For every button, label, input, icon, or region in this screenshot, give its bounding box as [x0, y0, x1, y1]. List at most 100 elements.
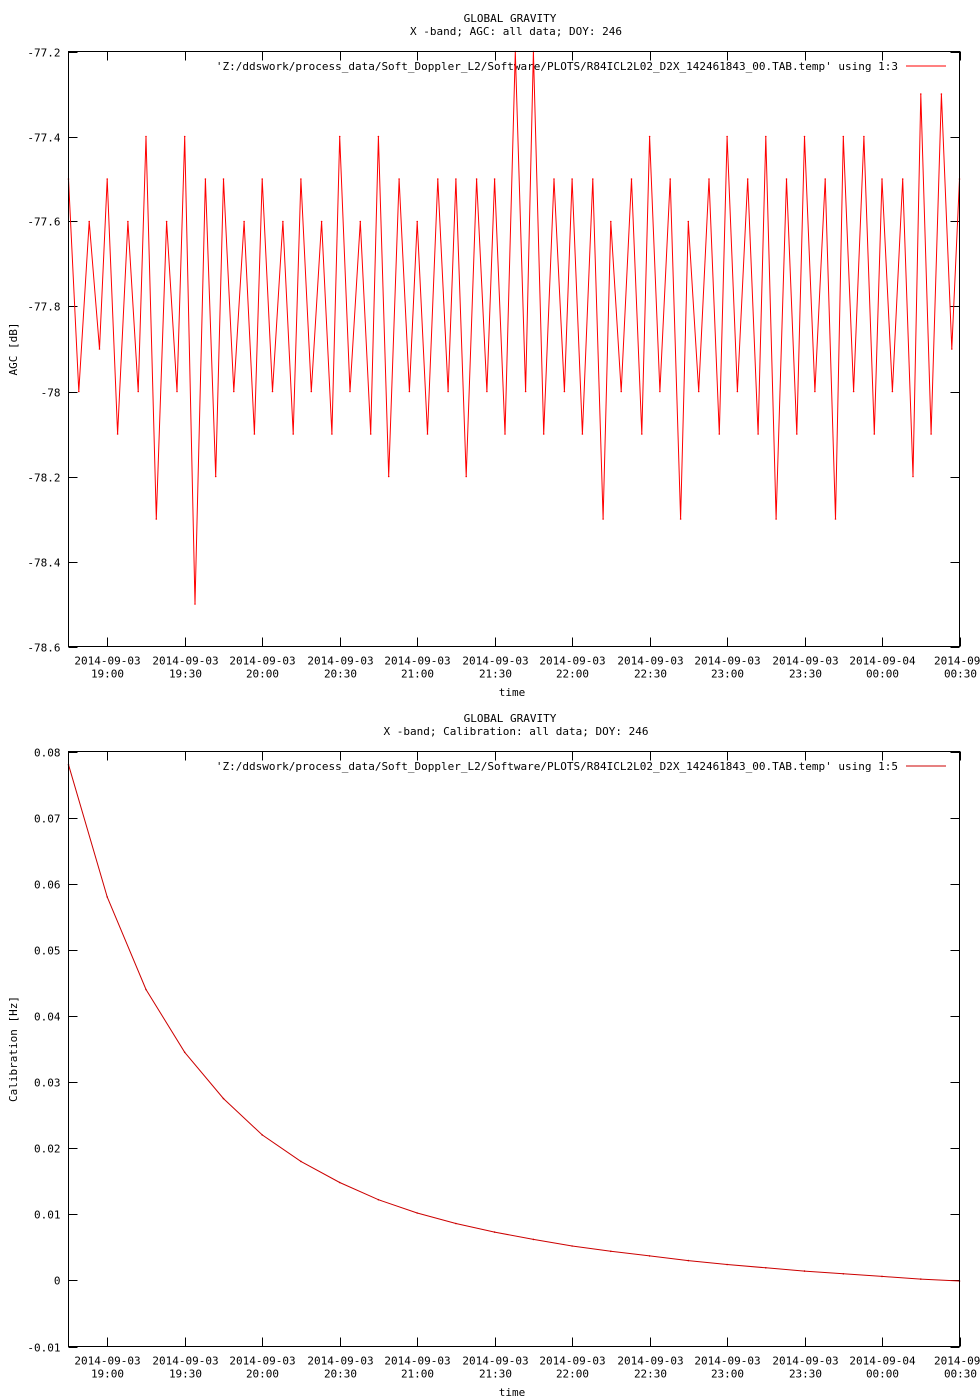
agc-data-point — [455, 178, 457, 180]
calibration-data-point — [493, 1231, 496, 1233]
agc-data-point — [310, 390, 313, 393]
agc-xtick-time-label: 22:00 — [556, 668, 589, 681]
agc-ytick-label: -78.4 — [27, 557, 60, 570]
calibration-data-point — [920, 1278, 922, 1280]
agc-data-point — [824, 178, 826, 180]
calibration-data-point — [648, 1255, 651, 1257]
agc-data-point — [679, 518, 682, 520]
agc-data-point — [765, 135, 767, 138]
agc-data-point — [687, 220, 690, 223]
calibration-xtick-date-label: 2014-09-03 — [152, 1355, 218, 1368]
agc-data-point — [398, 178, 400, 180]
agc-data-point — [88, 220, 90, 223]
calibration-xtick-time-label: 21:00 — [401, 1368, 434, 1381]
agc-data-point — [98, 348, 101, 350]
agc-data-point — [842, 135, 845, 138]
agc-data-point — [920, 93, 922, 95]
calibration-chart-subtitle: X -band; Calibration: all data; DOY: 246 — [384, 725, 649, 738]
agc-data-point — [137, 390, 139, 393]
calibration-xtick-date-label: 2014-09-03 — [384, 1355, 450, 1368]
agc-ytick-label: -77.6 — [27, 216, 60, 229]
calibration-ytick-label: 0.01 — [34, 1209, 61, 1222]
agc-data-point — [746, 178, 749, 180]
agc-xtick-time-label: 19:00 — [91, 668, 124, 681]
calibration-xtick-date-label: 2014-09-03 — [229, 1355, 295, 1368]
calibration-plot-frame — [68, 751, 960, 1347]
calibration-data-point — [416, 1212, 419, 1214]
agc-data-point — [253, 433, 256, 435]
agc-data-point — [757, 433, 759, 435]
agc-xtick-time-label: 21:30 — [479, 668, 512, 681]
agc-data-point — [183, 135, 186, 138]
agc-data-point — [493, 178, 496, 180]
calibration-ytick-label: 0.04 — [34, 1011, 61, 1024]
agc-data-point — [437, 178, 439, 180]
agc-data-point — [116, 433, 119, 435]
agc-data-point — [331, 433, 333, 435]
calibration-chart-title: GLOBAL GRAVITY — [464, 712, 557, 725]
agc-data-point — [377, 135, 380, 138]
agc-data-point — [592, 178, 594, 180]
agc-xtick-date-label: 2014-09-03 — [462, 655, 528, 668]
agc-xtick-date-label: 2014-09-03 — [694, 655, 760, 668]
agc-data-point — [610, 220, 612, 223]
calibration-data-point — [145, 988, 147, 991]
agc-data-point — [542, 433, 545, 435]
agc-ytick-label: -77.8 — [27, 301, 60, 314]
calibration-xtick-date-label: 2014-09-03 — [617, 1355, 683, 1368]
agc-xtick-time-label: 23:00 — [711, 668, 744, 681]
agc-data-point — [261, 178, 264, 180]
agc-data-point — [106, 178, 108, 180]
agc-data-point — [659, 390, 661, 393]
calibration-data-point — [377, 1198, 380, 1201]
agc-data-point — [416, 220, 419, 223]
agc-chart-subtitle: X -band; AGC: all data; DOY: 246 — [410, 25, 622, 38]
calibration-data-point — [687, 1259, 690, 1262]
calibration-xtick-date-label: 2014-09-04 — [849, 1355, 916, 1368]
agc-data-point — [718, 433, 721, 435]
agc-data-point — [630, 178, 633, 180]
agc-axis-ticks: -77.2 -77.4 -77.6 -77.8 -78 -78.2 -78.4 -78.6 20… — [27, 47, 980, 681]
agc-xtick-date-label: 2014-09-03 — [384, 655, 450, 668]
agc-plot-frame — [68, 51, 960, 647]
agc-data-point — [697, 390, 700, 393]
agc-data-point — [165, 220, 168, 223]
agc-xtick-date-label: 2014-09- — [934, 655, 980, 668]
agc-data-point — [814, 390, 816, 393]
agc-data-point — [338, 135, 341, 138]
calibration-xtick-date-label: 2014-09-03 — [772, 1355, 838, 1368]
agc-data-point — [204, 178, 207, 180]
agc-data-point — [581, 433, 584, 435]
agc-ytick-label: -77.2 — [27, 47, 60, 60]
agc-data-point — [127, 220, 129, 223]
calibration-ytick-label: 0.08 — [34, 747, 61, 760]
agc-xtick-time-label: 21:00 — [401, 668, 434, 681]
calibration-data-point — [338, 1181, 341, 1184]
agc-data-point — [349, 390, 351, 393]
agc-y-axis-label: AGC [dB] — [7, 323, 20, 376]
agc-data-point — [155, 518, 158, 520]
calibration-xtick-time-label: 19:30 — [169, 1368, 202, 1381]
agc-data-point — [408, 390, 411, 393]
agc-data-point — [194, 603, 196, 605]
agc-data-point — [222, 178, 225, 180]
calibration-data-point — [881, 1275, 883, 1278]
agc-data-point — [233, 390, 235, 393]
calibration-series-group — [67, 763, 961, 1282]
agc-data-point — [465, 475, 468, 478]
agc-data-point — [214, 475, 217, 478]
agc-data-point — [891, 390, 894, 393]
calibration-data-point — [803, 1270, 806, 1272]
agc-series-line — [68, 51, 960, 605]
calibration-panel: GLOBAL GRAVITY X -band; Calibration: all… — [7, 712, 980, 1399]
agc-xtick-date-label: 2014-09-03 — [539, 655, 605, 668]
agc-data-point — [775, 518, 777, 520]
agc-data-point — [620, 390, 622, 393]
agc-data-point — [834, 518, 837, 520]
calibration-xtick-date-label: 2014-09-03 — [539, 1355, 605, 1368]
calibration-y-axis-label: Calibration [Hz] — [7, 996, 20, 1102]
calibration-xtick-time-label: 22:30 — [634, 1368, 667, 1381]
calibration-legend-label: 'Z:/ddswork/process_data/Soft_Doppler_L2… — [216, 760, 898, 773]
agc-data-point — [602, 518, 604, 520]
agc-data-point — [796, 433, 798, 435]
